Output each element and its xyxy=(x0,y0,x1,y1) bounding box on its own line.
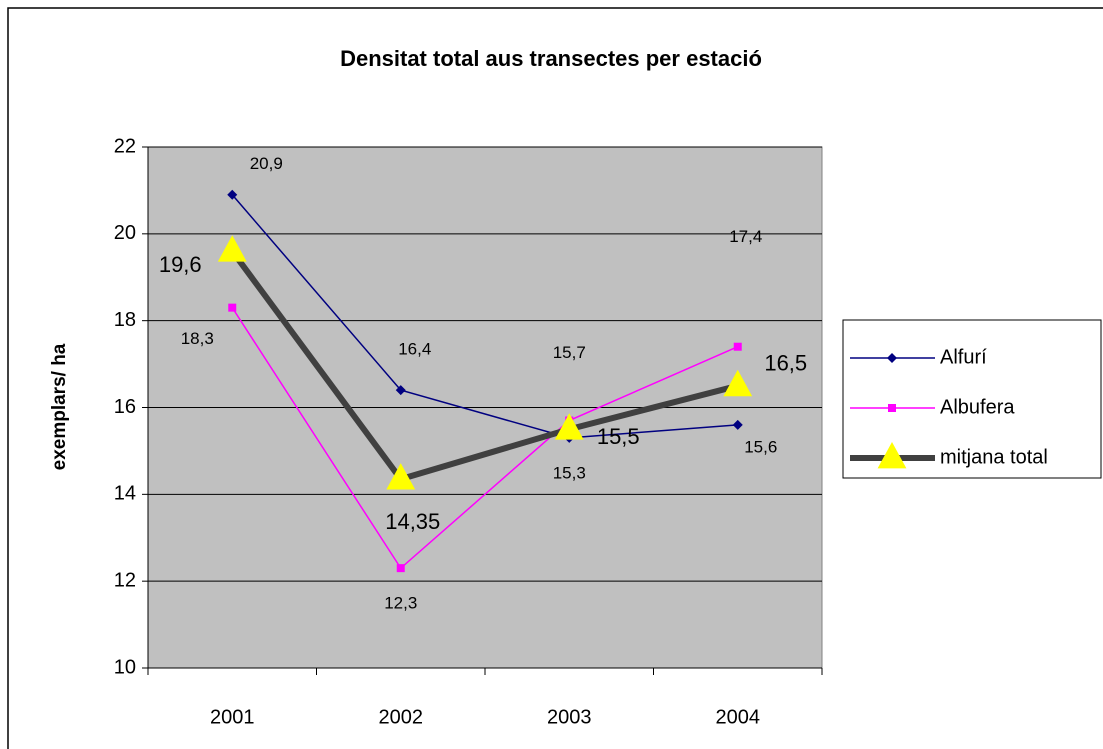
data-point xyxy=(217,235,247,262)
y-tick-label: 20 xyxy=(114,222,136,244)
data-point xyxy=(227,189,238,200)
data-label: 15,6 xyxy=(744,437,777,456)
x-tick-label: 2004 xyxy=(716,706,761,728)
legend-marker xyxy=(888,404,896,412)
series-line xyxy=(231,194,738,439)
y-tick-label: 10 xyxy=(114,656,136,678)
y-tick-label: 12 xyxy=(114,569,136,591)
y-tick-label: 22 xyxy=(114,135,136,157)
series-line xyxy=(229,249,739,483)
data-point xyxy=(554,413,584,440)
y-tick-label: 16 xyxy=(114,396,136,418)
data-label: 19,6 xyxy=(159,252,202,277)
y-axis-label: exemplars/ ha xyxy=(49,343,70,470)
legend-label: mitjana total xyxy=(940,446,1048,468)
data-point xyxy=(395,385,406,396)
series-line xyxy=(231,307,739,570)
data-label: 14,35 xyxy=(385,509,440,534)
data-point xyxy=(723,369,753,397)
data-point xyxy=(386,463,416,490)
y-tick-label: 14 xyxy=(114,483,136,505)
data-label: 20,9 xyxy=(250,154,283,173)
legend-marker xyxy=(877,442,907,469)
data-label: 18,3 xyxy=(181,329,214,348)
data-label: 12,3 xyxy=(384,594,417,613)
data-label: 15,7 xyxy=(553,343,586,362)
y-tick-label: 18 xyxy=(114,309,136,331)
data-label: 15,3 xyxy=(553,463,586,482)
x-tick-label: 2002 xyxy=(379,706,424,728)
data-point xyxy=(396,564,405,573)
data-point xyxy=(228,303,237,312)
legend-label: Alfurí xyxy=(940,346,987,368)
data-label: 16,5 xyxy=(764,351,807,376)
legend-label: Albufera xyxy=(940,396,1015,418)
data-point xyxy=(733,342,742,351)
legend-marker xyxy=(887,353,897,363)
data-point xyxy=(732,419,743,430)
legend xyxy=(842,319,1102,479)
data-label: 16,4 xyxy=(398,340,431,359)
data-label: 15,5 xyxy=(597,424,640,449)
x-tick-label: 2003 xyxy=(547,706,592,728)
x-tick-label: 2001 xyxy=(210,706,255,728)
data-label: 17,4 xyxy=(729,227,762,246)
chart-title: Densitat total aus transectes per estaci… xyxy=(340,46,762,71)
